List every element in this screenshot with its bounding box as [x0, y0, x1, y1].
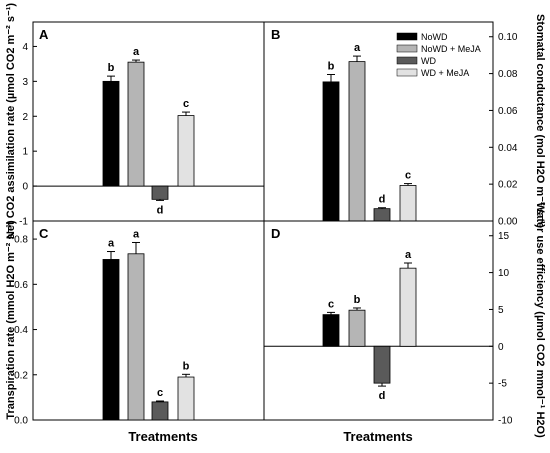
- panel-b-ytick-label: 0.00: [498, 217, 518, 228]
- panel-a-letter-4: c: [183, 98, 189, 110]
- panel-a-letter: A: [39, 27, 49, 42]
- panel-d-ytick-label: 15: [498, 231, 510, 242]
- panel-d-ytick-label: -5: [498, 379, 507, 390]
- panel-a-bar-1: [102, 80, 120, 187]
- panel-a-bar-2: [127, 61, 145, 187]
- panel-c-bar-3: [151, 401, 169, 421]
- panel-d-letter-2: b: [354, 294, 361, 306]
- panel-b-ylabel: Stomatal conductance (mol H2O m⁻² s⁻¹): [534, 14, 546, 228]
- panel-c-ytick-label: 0.2: [14, 370, 28, 381]
- panel-b-letter: B: [271, 27, 280, 42]
- panel-c-ylabel: Transpiration rate (mmol H2O m⁻² s⁻¹): [5, 220, 17, 420]
- panel-b-letter-1: b: [328, 61, 335, 73]
- panel-b-bar-2: [348, 61, 366, 222]
- panel-a: A Net CO2 assimilation rate (µmol CO2 m⁻…: [5, 3, 265, 240]
- panel-d-bars: c b d a: [264, 249, 493, 402]
- panel-d-xlabel: Treatments: [343, 429, 412, 444]
- panel-a-ytick-label: -1: [19, 217, 28, 228]
- legend-label-wd-meja: WD + MeJA: [421, 68, 469, 78]
- panel-c-ytick-label: 0.8: [14, 235, 28, 246]
- panel-d-letter-1: c: [328, 298, 334, 310]
- panel-c-letter-1: a: [108, 238, 115, 250]
- panel-d-bar-4: [399, 267, 417, 347]
- panel-c-bar-4: [177, 376, 195, 421]
- panel-b-ytick-label: 0.08: [498, 69, 518, 80]
- panel-c-letter: C: [39, 226, 49, 241]
- panel-c-letter-4: b: [183, 360, 190, 372]
- legend-swatch-wd-meja: [396, 68, 418, 77]
- panel-b-bar-3: [373, 208, 391, 222]
- panel-b-bar-1: [322, 81, 340, 222]
- panel-a-ylabel: Net CO2 assimilation rate (µmol CO2 m⁻² …: [5, 3, 17, 240]
- legend-label-nowd: NoWD: [421, 32, 448, 42]
- panel-d: D Water use efficiency (µmol CO2 mmol⁻¹ …: [263, 202, 546, 444]
- panel-c-ytick-label: 0.6: [14, 280, 28, 291]
- panel-b-letter-3: d: [379, 194, 386, 206]
- legend-swatch-nowd-meja: [396, 44, 418, 53]
- panel-d-ytick-label: 5: [498, 305, 504, 316]
- panel-c-y-ticks: 0.0 0.2 0.4 0.6 0.8: [14, 235, 37, 427]
- panel-a-bar-4: [177, 115, 195, 187]
- panel-c-ytick-label: 0.4: [14, 325, 28, 336]
- panel-c-letter-2: a: [133, 228, 140, 240]
- panel-c-bars: a a c b: [102, 228, 195, 421]
- legend: NoWD NoWD + MeJA WD WD + MeJA: [396, 32, 481, 78]
- panel-c-xlabel: Treatments: [128, 429, 197, 444]
- panel-a-ytick-label: 0: [22, 182, 28, 193]
- panel-a-bar-3: [151, 185, 169, 200]
- panel-c-letter-3: c: [157, 387, 163, 399]
- panel-c-frame: [32, 220, 265, 421]
- panel-b: B Stomatal conductance (mol H2O m⁻² s⁻¹)…: [263, 14, 546, 228]
- panel-a-letter-2: a: [133, 46, 140, 58]
- panel-a-ytick-label: 4: [22, 42, 28, 53]
- panel-d-ytick-label: 10: [498, 268, 510, 279]
- panel-d-letter: D: [271, 226, 280, 241]
- panel-a-y-ticks: -1 0 1 2 3 4: [19, 42, 37, 228]
- panel-a-ytick-label: 3: [22, 77, 28, 88]
- panel-d-ytick-label: -10: [498, 416, 513, 427]
- panel-c: C Transpiration rate (mmol H2O m⁻² s⁻¹) …: [5, 220, 265, 444]
- panel-a-letter-3: d: [157, 204, 164, 216]
- panel-d-bar-2: [348, 309, 366, 347]
- panel-b-letter-2: a: [354, 42, 361, 54]
- legend-label-nowd-meja: NoWD + MeJA: [421, 44, 481, 54]
- panel-d-y-ticks: -10 -5 0 5 10 15: [489, 231, 513, 427]
- panel-a-ytick-label: 2: [22, 112, 28, 123]
- panel-b-ytick-label: 0.02: [498, 180, 518, 191]
- panel-d-letter-4: a: [405, 249, 412, 261]
- panel-b-ytick-label: 0.10: [498, 32, 518, 43]
- panel-b-ytick-label: 0.04: [498, 143, 518, 154]
- panel-b-letter-4: c: [405, 170, 411, 182]
- panel-d-ylabel: Water use efficiency (µmol CO2 mmol⁻¹ H2…: [534, 202, 546, 438]
- panel-d-bar-1: [322, 314, 340, 347]
- panel-a-frame: [32, 21, 265, 222]
- panel-d-frame: [263, 220, 494, 421]
- panel-c-bar-1: [102, 259, 120, 421]
- panel-a-ytick-label: 1: [22, 147, 28, 158]
- panel-a-letter-1: b: [108, 62, 115, 74]
- legend-swatch-nowd: [396, 32, 418, 41]
- panel-b-bar-4: [399, 185, 417, 222]
- panel-d-bar-3: [373, 345, 391, 384]
- panel-c-bar-2: [127, 253, 145, 421]
- panel-b-bars: b a d c: [322, 42, 417, 222]
- panel-d-ytick-label: 0: [498, 342, 504, 353]
- legend-swatch-wd: [396, 56, 418, 65]
- legend-label-wd: WD: [421, 56, 436, 66]
- panel-b-ytick-label: 0.06: [498, 106, 518, 117]
- panel-a-bars: b a d c: [33, 46, 264, 216]
- panel-c-ytick-label: 0.0: [14, 416, 28, 427]
- panel-d-letter-3: d: [379, 390, 386, 402]
